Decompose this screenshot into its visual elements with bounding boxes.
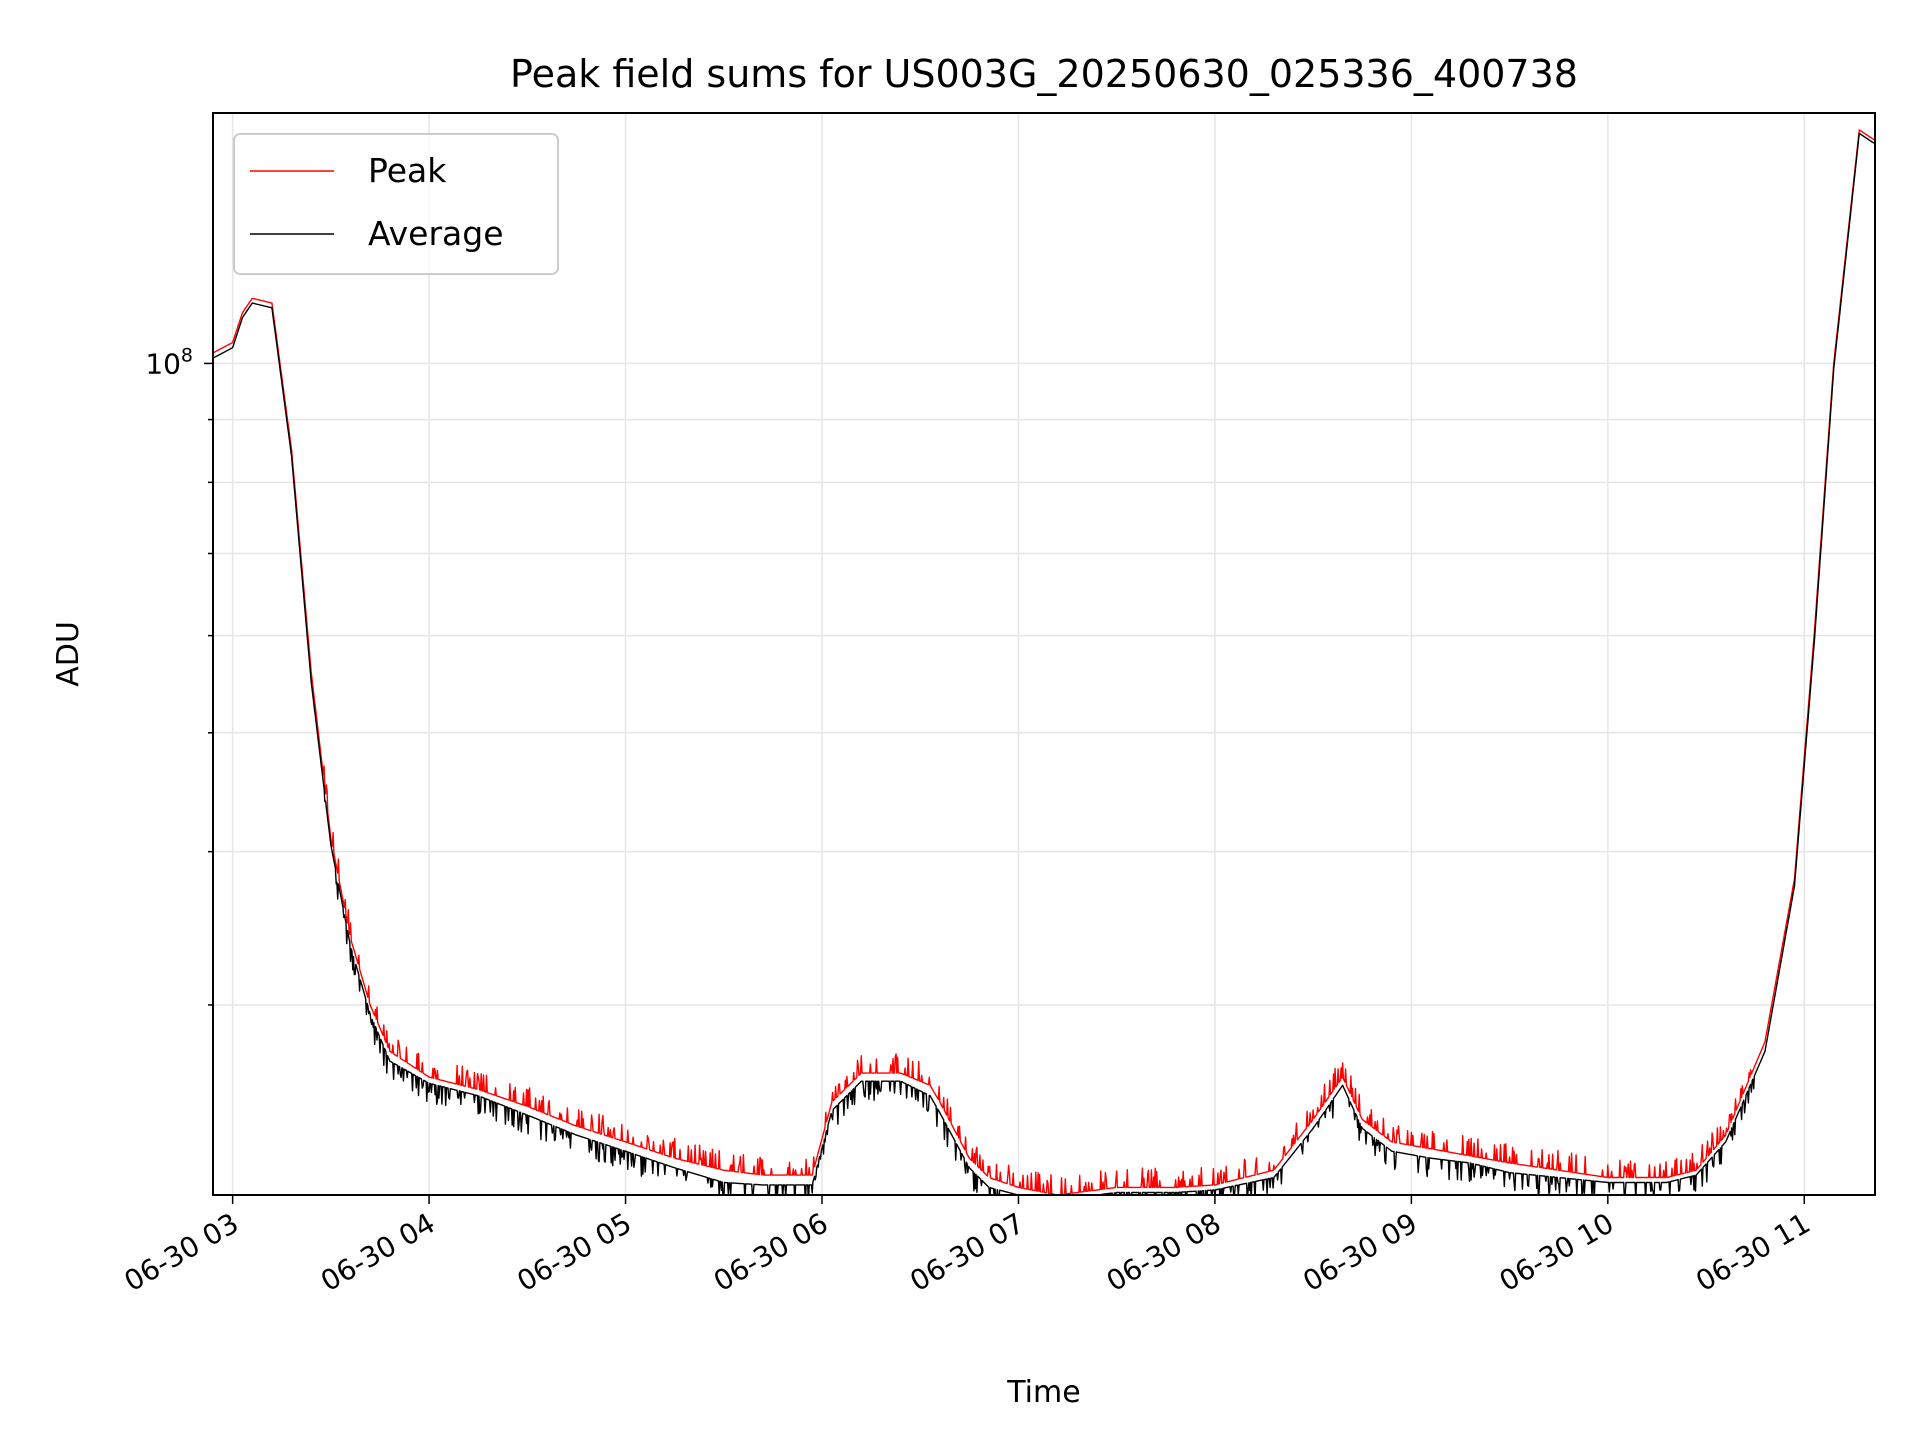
series-line-average: [213, 132, 1875, 1195]
x-axis-label: Time: [1006, 1375, 1080, 1410]
y-axis-label: ADU: [51, 621, 86, 687]
plot-frame: [212, 112, 1876, 1196]
legend-box: [233, 133, 559, 275]
grid: [213, 113, 1875, 1195]
legend: Peak Average: [233, 133, 559, 275]
legend-label-peak: Peak: [368, 151, 447, 190]
series-line-peak: [213, 129, 1875, 1195]
series-layer: [213, 129, 1875, 1195]
legend-label-average: Average: [368, 214, 504, 253]
chart-title: Peak field sums for US003G_20250630_0253…: [510, 52, 1578, 96]
